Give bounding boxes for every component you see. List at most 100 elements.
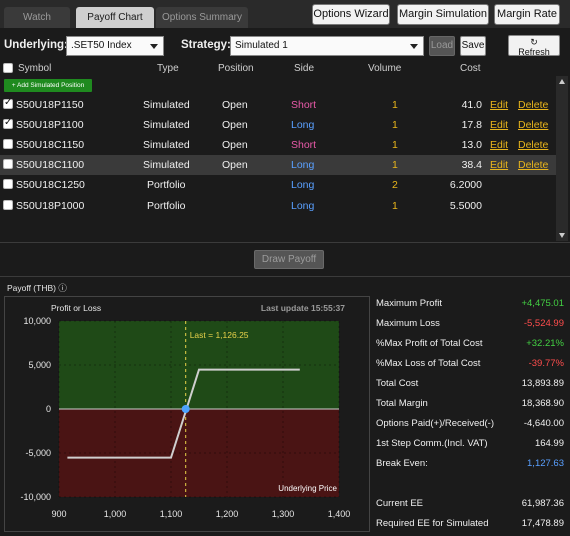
- stat-value: +32.21%: [526, 338, 564, 349]
- row-side: Long: [291, 200, 315, 212]
- row-volume: 1: [392, 139, 398, 151]
- delete-link[interactable]: Delete: [518, 99, 549, 111]
- stat-value: +4,475.01: [521, 298, 564, 309]
- row-checkbox[interactable]: [3, 159, 13, 169]
- tab-watch[interactable]: Watch: [4, 7, 70, 28]
- row-side: Short: [291, 99, 317, 111]
- stat-row: Maximum Profit +4,475.01: [376, 296, 564, 312]
- table-row[interactable]: S50U18P1100 Simulated Open Long 1 17.8 E…: [0, 115, 556, 135]
- row-cost: 41.0: [461, 99, 482, 111]
- header-volume[interactable]: Volume: [368, 63, 402, 74]
- stat-value: -39.77%: [528, 358, 564, 369]
- options-wizard-button[interactable]: Options Wizard: [312, 4, 390, 25]
- edit-link[interactable]: Edit: [490, 159, 509, 171]
- row-side: Long: [291, 119, 315, 131]
- profit-zone: [59, 321, 339, 409]
- header-position[interactable]: Position: [218, 63, 254, 74]
- stat-row: Maximum Loss -5,524.99: [376, 316, 564, 332]
- delete-link[interactable]: Delete: [518, 159, 549, 171]
- x-tick-label: 1,400: [328, 509, 351, 519]
- row-symbol: S50U18P1000: [16, 200, 85, 212]
- stat-value: -4,640.00: [523, 418, 564, 429]
- row-type: Portfolio: [147, 200, 186, 212]
- row-volume: 1: [392, 99, 398, 111]
- header-side[interactable]: Side: [294, 63, 315, 74]
- row-position: Open: [222, 99, 248, 111]
- last-update-label: Last update 15:55:37: [261, 303, 345, 313]
- header-symbol[interactable]: Symbol: [18, 63, 52, 74]
- row-checkbox[interactable]: [3, 139, 13, 149]
- row-position: Open: [222, 159, 248, 171]
- row-symbol: S50U18C1250: [16, 179, 85, 191]
- underlying-select-value: .SET50 Index: [71, 40, 132, 51]
- row-type: Portfolio: [147, 179, 186, 191]
- strategy-select[interactable]: Simulated 1: [230, 36, 424, 56]
- draw-payoff-button[interactable]: Draw Payoff: [254, 250, 324, 269]
- edit-link[interactable]: Edit: [490, 99, 509, 111]
- stat-label: Current EE: [376, 498, 423, 509]
- x-tick-label: 1,200: [216, 509, 239, 519]
- y-tick-label: 0: [46, 404, 51, 414]
- stat-value: 61,987.36: [521, 498, 564, 509]
- underlying-label: Underlying:: [4, 39, 68, 51]
- row-position: Open: [222, 119, 248, 131]
- underlying-select[interactable]: .SET50 Index: [66, 36, 164, 56]
- stat-label: %Max Profit of Total Cost: [376, 338, 483, 349]
- row-cost: 13.0: [461, 139, 482, 151]
- header-type[interactable]: Type: [157, 63, 179, 74]
- table-row[interactable]: S50U18P1000 Portfolio Long 1 5.5000: [0, 196, 556, 216]
- add-simulated-position-button[interactable]: + Add Simulated Position: [4, 79, 92, 92]
- save-button[interactable]: Save: [460, 36, 486, 56]
- row-checkbox[interactable]: [3, 117, 13, 129]
- row-checkbox[interactable]: [3, 200, 13, 210]
- x-tick-label: 1,000: [104, 509, 127, 519]
- header-cost[interactable]: Cost: [460, 63, 481, 74]
- stat-row: Break Even: 1,127.63: [376, 456, 564, 472]
- stat-row: Required EE for Simulated 17,478.89: [376, 516, 564, 532]
- margin-simulation-button[interactable]: Margin Simulation: [397, 4, 489, 25]
- stat-value: 164.99: [534, 438, 564, 449]
- row-symbol: S50U18P1100: [16, 119, 84, 131]
- row-cost: 38.4: [461, 159, 482, 171]
- x-axis-label: Underlying Price: [278, 484, 337, 493]
- row-side: Long: [291, 179, 315, 191]
- margin-rate-button[interactable]: Margin Rate: [494, 4, 560, 25]
- stat-label: 1st Step Comm.(Incl. VAT): [376, 438, 488, 449]
- delete-link[interactable]: Delete: [518, 119, 549, 131]
- tab-options-summary[interactable]: Options Summary: [156, 7, 248, 28]
- edit-link[interactable]: Edit: [490, 139, 509, 151]
- scroll-up-icon[interactable]: [559, 79, 565, 84]
- stat-row: 1st Step Comm.(Incl. VAT) 164.99: [376, 436, 564, 452]
- chevron-down-icon: [410, 44, 418, 49]
- stat-label: Maximum Loss: [376, 318, 440, 329]
- row-cost: 5.5000: [449, 200, 482, 212]
- delete-link[interactable]: Delete: [518, 139, 549, 151]
- row-symbol: S50U18P1150: [16, 99, 84, 111]
- scroll-down-icon[interactable]: [559, 233, 565, 238]
- row-checkbox[interactable]: [3, 97, 13, 109]
- y-tick-label: 10,000: [23, 316, 51, 326]
- x-tick-label: 900: [51, 509, 66, 519]
- refresh-icon: ↻: [530, 37, 538, 47]
- payoff-chart: 10,000 5,000 0 -5,000 -10,000 900 1,000 1,100 1,…: [4, 296, 370, 532]
- loss-zone: [59, 409, 339, 497]
- row-side: Short: [291, 139, 317, 151]
- table-row[interactable]: S50U18C1100 Simulated Open Long 1 38.4 E…: [0, 155, 556, 175]
- table-row[interactable]: S50U18C1250 Portfolio Long 2 6.2000: [0, 175, 556, 195]
- row-type: Simulated: [143, 119, 190, 131]
- edit-link[interactable]: Edit: [490, 119, 509, 131]
- row-type: Simulated: [143, 139, 190, 151]
- divider: [0, 242, 570, 243]
- last-price-label: Last = 1,126.25: [190, 330, 249, 340]
- row-checkbox[interactable]: [3, 179, 13, 189]
- load-button[interactable]: Load: [429, 36, 455, 56]
- refresh-button[interactable]: ↻ Refresh: [508, 35, 560, 57]
- table-scrollbar[interactable]: [556, 76, 568, 241]
- stat-label: Total Margin: [376, 398, 428, 409]
- table-row[interactable]: S50U18P1150 Simulated Open Short 1 41.0 …: [0, 95, 556, 115]
- tab-payoff-chart[interactable]: Payoff Chart: [76, 7, 154, 28]
- table-row[interactable]: S50U18C1150 Simulated Open Short 1 13.0 …: [0, 135, 556, 155]
- select-all-checkbox[interactable]: [3, 63, 13, 73]
- refresh-label: Refresh: [518, 47, 550, 57]
